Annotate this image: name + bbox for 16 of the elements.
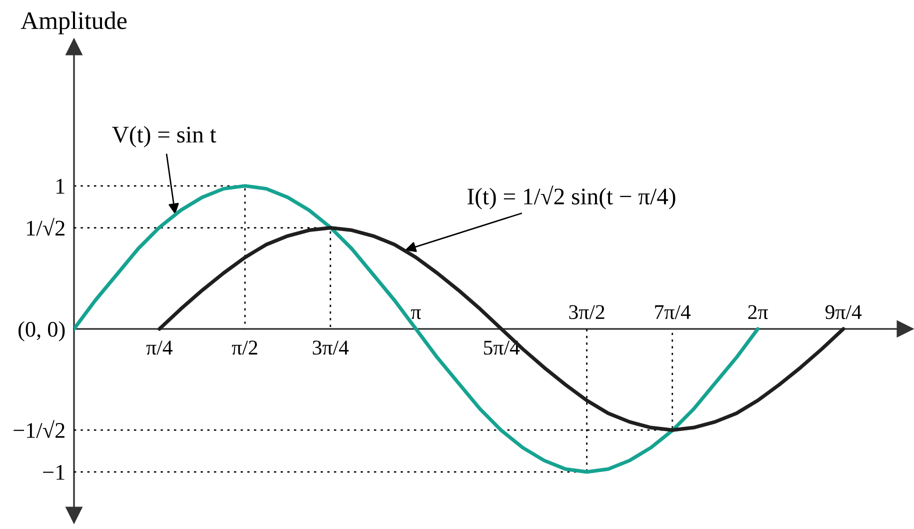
x2-tick-label: π: [410, 309, 421, 320]
x2-tick-label: 2π: [748, 305, 768, 320]
y-tick-label: 1: [56, 178, 64, 194]
y-tick-label: (0, 0): [18, 321, 65, 342]
y-tick-label: −1: [43, 464, 64, 480]
y-axis-title: Amplitude: [20, 12, 127, 34]
annotation: V(t) = sin t: [112, 126, 216, 148]
y-tick-label: 1/√2: [27, 218, 64, 236]
x-tick-label: 3π/4: [312, 340, 349, 355]
x-tick-label: π/2: [232, 340, 258, 355]
annotation: I(t) = 1/√2 sin(t − π/4): [468, 186, 676, 210]
x2-tick-label: 7π/4: [655, 305, 691, 320]
x-tick-label: π/4: [146, 340, 172, 355]
x2-tick-label: 3π/2: [569, 305, 604, 320]
y-tick-label: −1/√2: [14, 420, 64, 438]
x2-tick-label: 9π/4: [825, 305, 862, 320]
